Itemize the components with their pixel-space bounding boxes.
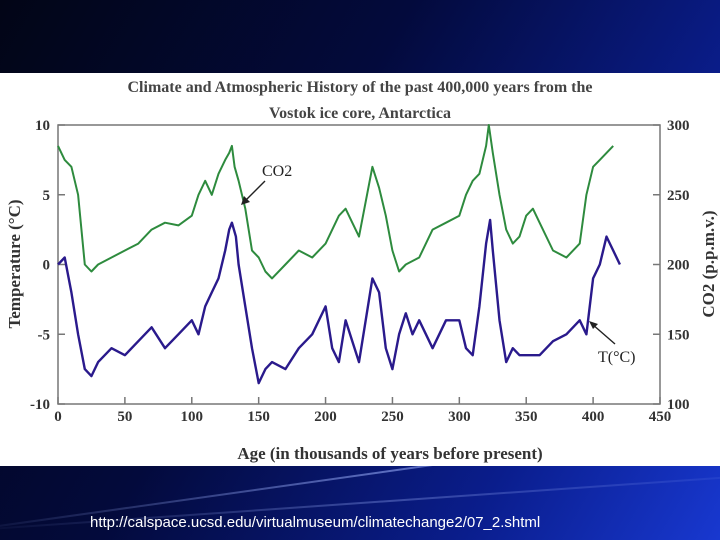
right-axis-label: CO2 (p.p.m.v.) (699, 210, 718, 317)
vostok-chart: Climate and Atmospheric History of the p… (5, 79, 718, 463)
x-tick-label: 350 (515, 409, 538, 425)
source-url: http://calspace.ucsd.edu/virtualmuseum/c… (90, 514, 541, 531)
left-axis-label: Temperature (°C) (5, 199, 24, 328)
x-tick-label: 0 (54, 409, 62, 425)
chart-panel: Climate and Atmospheric History of the p… (0, 73, 720, 466)
left-tick-label: -5 (38, 327, 51, 343)
temperature-series-line (57, 218, 621, 385)
temperature-annotation: T(°C) (589, 321, 636, 366)
left-tick-label: -10 (30, 397, 50, 413)
x-tick-label: 300 (448, 409, 471, 425)
left-tick-label: 0 (43, 258, 51, 274)
x-tick-label: 450 (649, 409, 672, 425)
x-axis-ticks: 0 50 100 150 200 250 300 350 400 450 (54, 397, 671, 425)
left-tick-label: 10 (35, 118, 50, 134)
x-tick-label: 50 (117, 409, 132, 425)
chart-title-line2: Vostok ice core, Antarctica (269, 105, 451, 122)
x-tick-label: 250 (381, 409, 404, 425)
right-tick-label: 100 (667, 397, 690, 413)
co2-series-line (57, 124, 614, 280)
x-tick-label: 400 (582, 409, 605, 425)
right-tick-label: 250 (667, 188, 690, 204)
temperature-annotation-arrow (591, 323, 616, 345)
left-tick-label: 5 (43, 188, 51, 204)
right-tick-label: 150 (667, 327, 690, 343)
x-axis-label: Age (in thousands of years before presen… (237, 444, 542, 463)
temperature-annotation-label: T(°C) (598, 349, 636, 366)
x-tick-label: 200 (314, 409, 337, 425)
x-tick-label: 150 (247, 409, 270, 425)
co2-annotation-label: CO2 (262, 163, 292, 180)
chart-title-line1: Climate and Atmospheric History of the p… (128, 79, 593, 96)
co2-arrow-head (241, 196, 250, 205)
right-axis-ticks: 300 250 200 150 100 (653, 118, 690, 413)
co2-annotation: CO2 (241, 163, 292, 205)
x-tick-label: 100 (181, 409, 204, 425)
temperature-arrow-head (589, 321, 598, 329)
right-tick-label: 300 (667, 118, 690, 134)
right-tick-label: 200 (667, 258, 690, 274)
series-layer (57, 124, 621, 385)
left-axis-ticks: 10 5 0 -5 -10 (30, 118, 65, 413)
